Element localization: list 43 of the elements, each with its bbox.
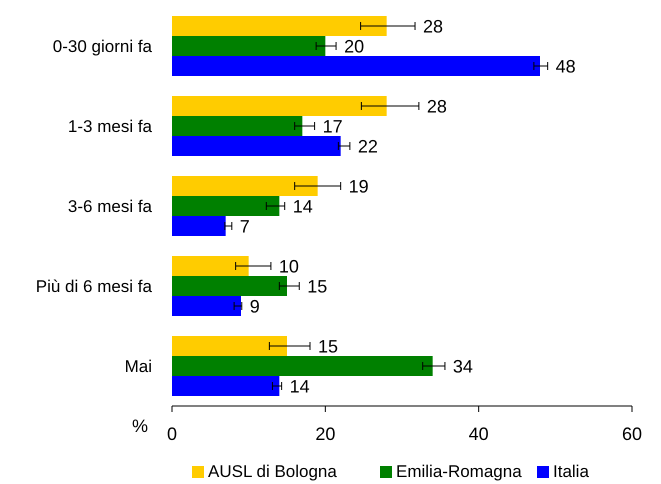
x-tick-label: 60 — [622, 424, 642, 444]
y-tick-label: 1-3 mesi fa — [68, 116, 153, 136]
bar — [172, 336, 287, 356]
x-tick-label: 20 — [315, 424, 336, 444]
y-tick-label: Più di 6 mesi fa — [36, 276, 153, 296]
legend-label: AUSL di Bologna — [208, 462, 338, 481]
bar — [172, 36, 326, 56]
bar — [172, 116, 302, 136]
legend-label: Emilia-Romagna — [396, 462, 522, 481]
data-label: 14 — [290, 376, 310, 396]
bar — [172, 176, 318, 196]
data-label: 22 — [358, 136, 378, 156]
x-axis-title: % — [132, 416, 148, 436]
y-tick-label: 3-6 mesi fa — [68, 196, 153, 216]
data-label: 20 — [344, 36, 364, 56]
data-label: 7 — [240, 216, 250, 236]
data-label: 15 — [307, 276, 328, 296]
data-label: 9 — [250, 296, 260, 316]
bar — [172, 356, 433, 376]
data-label: 28 — [426, 96, 447, 116]
data-label: 34 — [452, 356, 473, 376]
x-tick-label: 0 — [166, 424, 178, 444]
data-label: 17 — [322, 116, 343, 136]
bar — [172, 256, 249, 276]
bar — [172, 56, 540, 76]
bar — [172, 296, 241, 316]
data-label: 10 — [278, 256, 299, 276]
x-tick-label: 40 — [468, 424, 489, 444]
legend-label: Italia — [553, 462, 590, 481]
data-label: 48 — [556, 56, 576, 76]
y-tick-label: 0-30 giorni fa — [52, 36, 153, 56]
data-label: 14 — [292, 196, 313, 216]
data-label: 28 — [423, 16, 444, 36]
y-tick-label: Mai — [124, 356, 152, 376]
bar — [172, 96, 387, 116]
bar — [172, 196, 280, 216]
bar — [172, 216, 226, 236]
data-label: 15 — [318, 336, 338, 356]
bar — [172, 16, 387, 36]
bar — [172, 276, 287, 296]
data-label: 19 — [348, 176, 369, 196]
bar — [172, 136, 341, 156]
bar — [172, 376, 280, 396]
